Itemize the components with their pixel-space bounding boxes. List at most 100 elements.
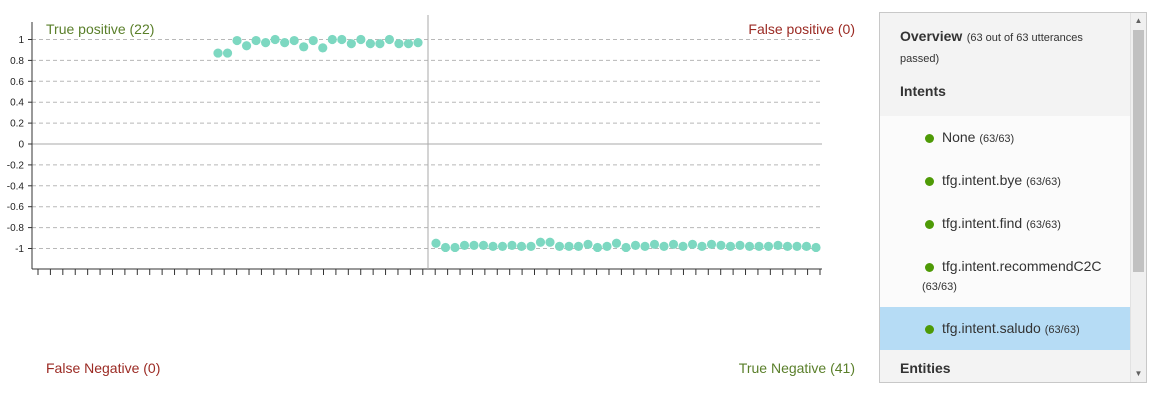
true-negative-point — [536, 238, 545, 247]
true-positive-point — [394, 39, 403, 48]
true-positive-point — [356, 35, 365, 44]
true-negative-point — [811, 243, 820, 252]
scroll-up-icon[interactable]: ▲ — [1131, 13, 1146, 29]
y-tick-label: 0.2 — [10, 119, 24, 130]
intent-label: tfg.intent.find — [942, 215, 1022, 231]
intents-list: None (63/63) tfg.intent.bye (63/63) tfg.… — [880, 116, 1131, 350]
status-dot-icon — [925, 134, 934, 143]
overview-item[interactable]: Overview (63 out of 63 utterances passed… — [880, 13, 1131, 71]
true-negative-point — [669, 240, 678, 249]
true-negative-point — [783, 242, 792, 251]
true-negative-point — [450, 243, 459, 252]
scroll-down-icon[interactable]: ▼ — [1131, 366, 1146, 382]
entities-heading[interactable]: Entities — [880, 350, 1131, 382]
true-positive-point — [347, 39, 356, 48]
true-positive-point — [309, 36, 318, 45]
true-negative-point — [726, 242, 735, 251]
true-negative-point — [517, 242, 526, 251]
status-dot-icon — [925, 325, 934, 334]
status-dot-icon — [925, 177, 934, 186]
true-positive-point — [337, 35, 346, 44]
true-negative-point — [659, 242, 668, 251]
true-negative-point — [631, 241, 640, 250]
true-negative-point — [792, 242, 801, 251]
true-negative-point — [745, 242, 754, 251]
true-positive-label: True positive (22) — [46, 21, 154, 37]
true-negative-point — [688, 240, 697, 249]
true-positive-point — [375, 39, 384, 48]
intent-count: (63/63) — [1045, 324, 1080, 336]
results-panel-content: Overview (63 out of 63 utterances passed… — [880, 13, 1131, 382]
confusion-chart: 1 0.8 0.6 0.4 0.2 0 -0.2 -0.4 -0.6 -0.8 -1 True po… — [0, 0, 870, 408]
true-negative-point — [678, 242, 687, 251]
intent-item-recommendc2c[interactable]: tfg.intent.recommendC2C (63/63) — [880, 245, 1131, 307]
true-positive-point — [318, 43, 327, 52]
y-tick-label: 0.6 — [10, 77, 24, 88]
true-negative-point — [707, 240, 716, 249]
y-tick-label: 0 — [18, 140, 24, 151]
y-tick-label: 0.4 — [10, 98, 24, 109]
true-positive-point — [232, 36, 241, 45]
true-negative-point — [612, 239, 621, 248]
y-tick-label: -0.2 — [7, 160, 25, 171]
true-positive-point — [366, 39, 375, 48]
true-negative-point — [802, 242, 811, 251]
true-negative-point — [498, 242, 507, 251]
results-panel: Overview (63 out of 63 utterances passed… — [879, 12, 1147, 383]
y-tick-label: -0.4 — [7, 181, 25, 192]
status-dot-icon — [925, 220, 934, 229]
true-negative-point — [545, 238, 554, 247]
false-negative-label: False Negative (0) — [46, 360, 160, 376]
true-negative-point — [460, 241, 469, 250]
true-positive-point — [299, 42, 308, 51]
true-negative-point — [488, 242, 497, 251]
true-negative-point — [574, 242, 583, 251]
scroll-thumb[interactable] — [1133, 30, 1144, 272]
true-negative-point — [526, 242, 535, 251]
true-positive-point — [261, 38, 270, 47]
true-positive-point — [251, 36, 260, 45]
true-positive-point — [271, 35, 280, 44]
true-negative-point — [621, 243, 630, 252]
intent-item-none[interactable]: None (63/63) — [880, 116, 1131, 159]
true-positive-point — [213, 48, 222, 57]
status-dot-icon — [925, 263, 934, 272]
true-positive-point — [413, 38, 422, 47]
true-positive-point — [290, 36, 299, 45]
true-negative-point — [479, 241, 488, 250]
true-negative-point — [555, 242, 564, 251]
panel-scrollbar[interactable]: ▲ ▼ — [1130, 13, 1146, 382]
false-positive-label: False positive (0) — [748, 21, 855, 37]
true-negative-point — [431, 239, 440, 248]
intent-label: None — [942, 129, 975, 145]
intent-count: (63/63) — [979, 133, 1014, 145]
true-negative-point — [583, 240, 592, 249]
y-tick-label: 1 — [18, 35, 24, 46]
intent-count: (63/63) — [1026, 176, 1061, 188]
intent-item-find[interactable]: tfg.intent.find (63/63) — [880, 202, 1131, 245]
intent-label: tfg.intent.bye — [942, 172, 1022, 188]
overview-title: Overview — [900, 28, 962, 44]
true-positive-point — [385, 35, 394, 44]
true-positive-point — [242, 41, 251, 50]
true-negative-point — [602, 242, 611, 251]
true-negative-point — [650, 240, 659, 249]
true-negative-label: True Negative (41) — [739, 360, 855, 376]
true-positive-point — [280, 38, 289, 47]
true-negative-point — [716, 241, 725, 250]
true-positive-point — [404, 39, 413, 48]
y-tick-label: -0.6 — [7, 202, 25, 213]
true-positive-point — [223, 48, 232, 57]
true-negative-point — [469, 241, 478, 250]
intent-count: (63/63) — [922, 281, 957, 293]
true-negative-point — [593, 243, 602, 252]
true-negative-point — [773, 241, 782, 250]
intent-item-bye[interactable]: tfg.intent.bye (63/63) — [880, 159, 1131, 202]
y-tick-label: 0.8 — [10, 56, 24, 67]
true-negative-point — [735, 241, 744, 250]
intents-heading: Intents — [880, 71, 1131, 116]
intent-item-saludo[interactable]: tfg.intent.saludo (63/63) — [880, 307, 1131, 350]
true-negative-point — [697, 242, 706, 251]
true-negative-point — [764, 242, 773, 251]
scatter-plot: 1 0.8 0.6 0.4 0.2 0 -0.2 -0.4 -0.6 -0.8 -1 — [0, 0, 870, 408]
